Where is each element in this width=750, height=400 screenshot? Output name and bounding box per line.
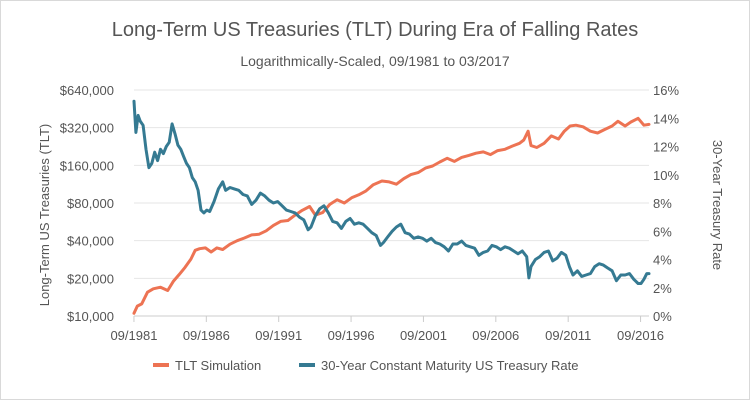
gridlines: [134, 89, 649, 279]
x-axis-ticks: 09/1981 09/1986 09/1991 09/1996 09/2001 09/20…: [110, 316, 664, 343]
x-tick-label: 09/2006: [472, 328, 519, 343]
right-tick-label: 10%: [653, 168, 679, 183]
treasury-rate-line: [132, 99, 651, 285]
right-axis-ticks: 0% 2% 4% 6% 8% 10% 12% 14% 16%: [653, 83, 679, 324]
right-tick-label: 4%: [653, 253, 672, 268]
x-tick-label: 09/2016: [617, 328, 664, 343]
left-tick-label: $40,000: [67, 234, 114, 249]
left-tick-label: $640,000: [60, 83, 114, 98]
chart-subtitle: Logarithmically-Scaled, 09/1981 to 03/20…: [240, 53, 510, 69]
x-tick-label: 09/2011: [545, 328, 591, 343]
left-axis-ticks: $10,000 $20,000 $40,000 $80,000 $160,000 $320…: [60, 83, 114, 324]
x-tick-label: 09/2001: [400, 328, 447, 343]
right-axis-title: 30-Year Treasury Rate: [710, 140, 725, 270]
chart-title: Long-Term US Treasuries (TLT) During Era…: [111, 19, 639, 41]
legend-label-rate: 30-Year Constant Maturity US Treasury Ra…: [321, 358, 578, 373]
x-tick-label: 09/1996: [328, 328, 375, 343]
left-tick-label: $80,000: [67, 196, 114, 211]
left-tick-label: $10,000: [67, 309, 114, 324]
left-tick-label: $320,000: [60, 121, 114, 136]
series-layer: [132, 99, 651, 315]
left-tick-label: $20,000: [67, 271, 114, 286]
tlt-simulation-line: [132, 116, 651, 315]
right-tick-label: 0%: [653, 309, 672, 324]
x-tick-label: 09/1991: [255, 328, 302, 343]
right-tick-label: 6%: [653, 224, 672, 239]
legend: TLT Simulation 30-Year Constant Maturity…: [153, 358, 578, 373]
right-tick-label: 8%: [653, 196, 672, 211]
left-axis-title: Long-Term US Treasuries (TLT): [37, 124, 52, 307]
right-tick-label: 12%: [653, 140, 679, 155]
right-tick-label: 16%: [653, 83, 679, 98]
left-tick-label: $160,000: [60, 158, 114, 173]
x-tick-label: 09/1986: [183, 328, 230, 343]
right-tick-label: 2%: [653, 281, 672, 296]
right-tick-label: 14%: [653, 111, 679, 126]
x-tick-label: 09/1981: [110, 328, 157, 343]
legend-label-tlt: TLT Simulation: [175, 358, 261, 373]
